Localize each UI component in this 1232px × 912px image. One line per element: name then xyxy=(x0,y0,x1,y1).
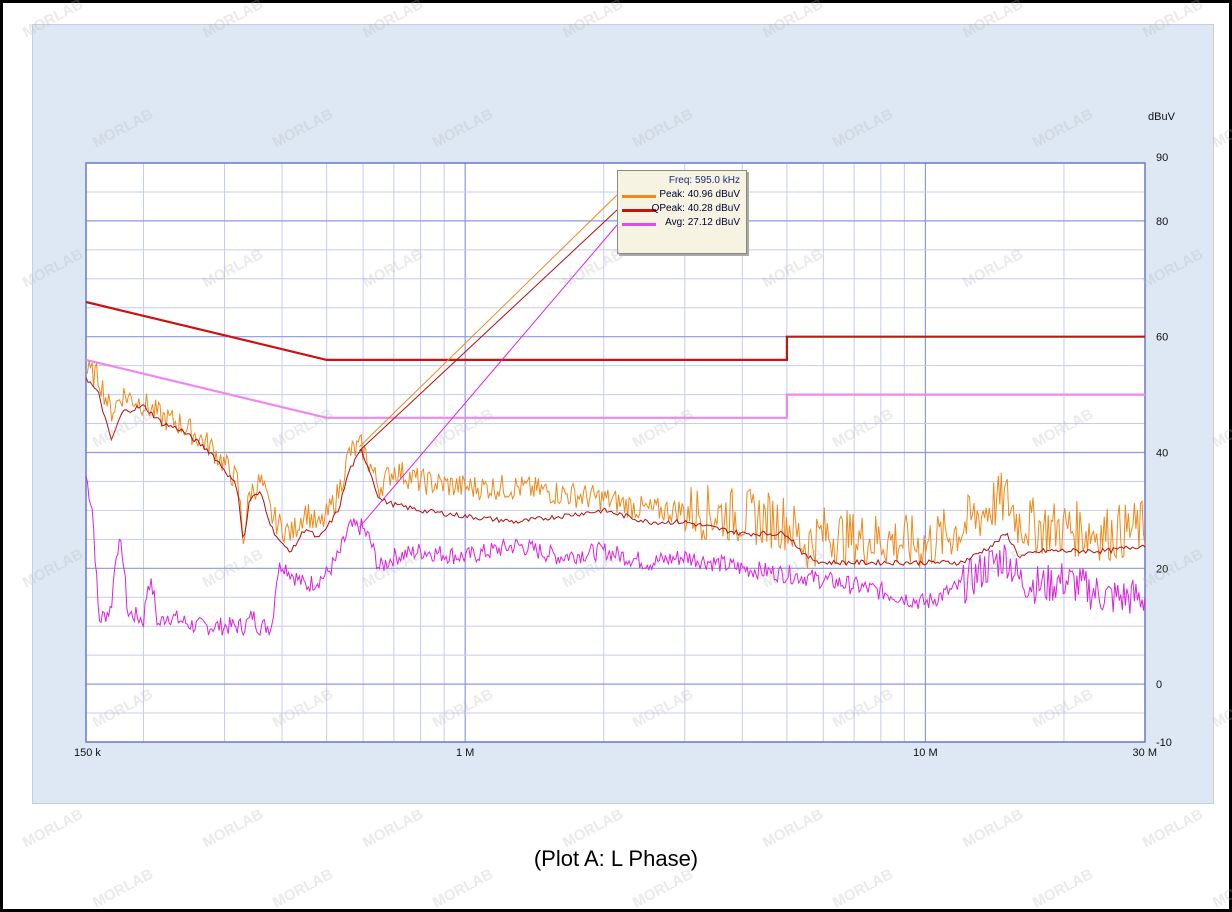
series-qpeak xyxy=(85,377,1146,566)
x-tick-label: 1 M xyxy=(456,747,474,759)
legend-text-qpeak: QPeak: 40.28 dBuV xyxy=(651,203,740,214)
plot-caption: (Plot A: L Phase) xyxy=(533,846,699,871)
x-tick-label: 10 M xyxy=(913,747,937,759)
legend-swatch-peak xyxy=(622,195,656,198)
marker-leader-qpeak xyxy=(359,209,618,452)
series-peak xyxy=(85,361,1146,570)
y-tick-label: -10 xyxy=(1156,737,1172,749)
y-tick-label: 0 xyxy=(1156,679,1162,691)
y-tick-label: 80 xyxy=(1156,216,1168,228)
legend-freq: Freq: 595.0 kHz xyxy=(668,175,740,186)
y-tick-label: 40 xyxy=(1156,448,1168,460)
legend-text-avg: Avg: 27.12 dBuV xyxy=(665,217,740,228)
x-tick-label: 30 M xyxy=(1133,747,1157,759)
legend-text-peak: Peak: 40.96 dBuV xyxy=(659,189,740,200)
plot-border xyxy=(85,162,1146,743)
legend-row-qpeak: QPeak: 40.28 dBuV xyxy=(622,203,740,217)
y-tick-label: 90 xyxy=(1156,152,1168,164)
legend-swatch-qpeak xyxy=(622,209,656,212)
legend-row-peak: Peak: 40.96 dBuV xyxy=(622,189,740,203)
marker-leader-peak xyxy=(359,194,618,448)
legend-swatch-avg xyxy=(622,223,656,226)
series-avg xyxy=(85,475,1146,637)
marker-legend: Freq: 595.0 kHz Peak: 40.96 dBuV QPeak: … xyxy=(617,170,747,254)
y-tick-label: 60 xyxy=(1156,332,1168,344)
y-axis-unit: dBuV xyxy=(1148,111,1176,123)
x-tick-label: 150 k xyxy=(74,747,101,759)
legend-row-avg: Avg: 27.12 dBuV xyxy=(622,217,740,231)
marker-leader-avg xyxy=(359,224,618,528)
avg-limit-line xyxy=(85,358,1145,419)
y-tick-label: 20 xyxy=(1156,563,1168,575)
qpeak-limit-line xyxy=(85,300,1145,361)
